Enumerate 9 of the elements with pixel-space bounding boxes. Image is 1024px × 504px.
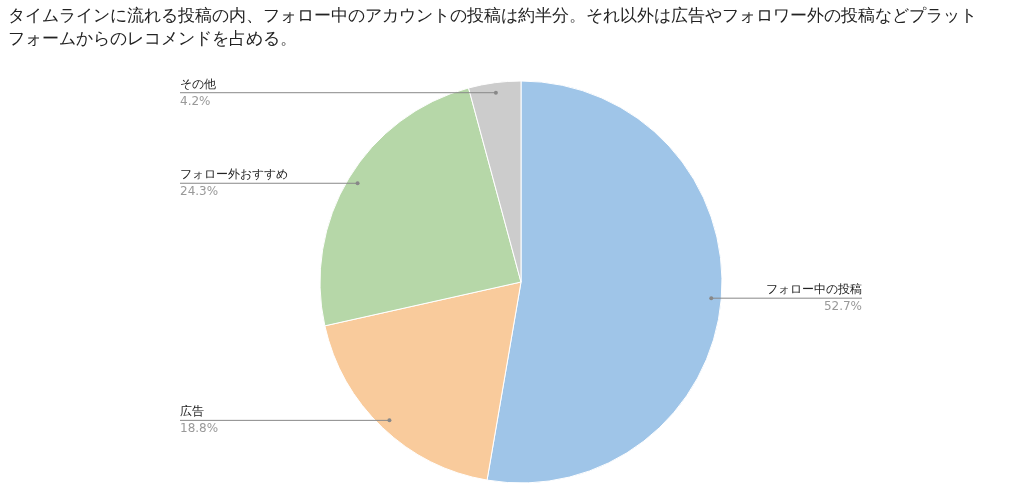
slice-label: その他 <box>180 76 216 91</box>
data-label: 18.8% <box>180 421 219 436</box>
slice-label: フォロー外おすすめ <box>180 167 288 182</box>
slice-label: 広告 <box>180 404 204 419</box>
data-label: 52.7% <box>823 299 862 314</box>
data-label: 24.3% <box>180 184 219 199</box>
chart-title: タイムラインに流れる投稿の内、フォロー中のアカウントの投稿は約半分。それ以外は広告やフォロワー外の投稿などプラットフォームからのレコメンドを占める。 <box>8 4 978 50</box>
data-label: 4.2% <box>180 93 211 108</box>
slice-label: フォロー中の投稿 <box>766 282 862 297</box>
